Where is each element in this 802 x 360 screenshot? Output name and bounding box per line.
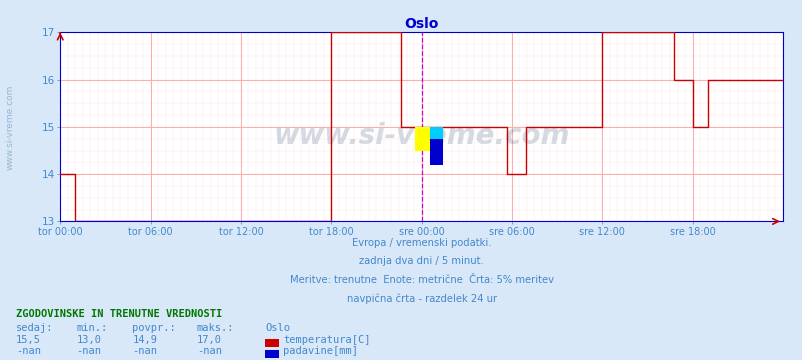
Bar bbox=[415, 127, 430, 150]
Text: povpr.:: povpr.: bbox=[132, 323, 176, 333]
Text: -nan: -nan bbox=[76, 346, 101, 356]
Text: zadnja dva dni / 5 minut.: zadnja dva dni / 5 minut. bbox=[358, 256, 484, 266]
Text: Meritve: trenutne  Enote: metrične  Črta: 5% meritev: Meritve: trenutne Enote: metrične Črta: … bbox=[290, 275, 553, 285]
Text: sedaj:: sedaj: bbox=[16, 323, 54, 333]
Text: maks.:: maks.: bbox=[196, 323, 234, 333]
Text: ZGODOVINSKE IN TRENUTNE VREDNOSTI: ZGODOVINSKE IN TRENUTNE VREDNOSTI bbox=[16, 309, 222, 319]
Text: www.si-vreme.com: www.si-vreme.com bbox=[5, 84, 14, 170]
Text: Evropa / vremenski podatki.: Evropa / vremenski podatki. bbox=[351, 238, 491, 248]
Text: 15,5: 15,5 bbox=[16, 335, 41, 345]
Text: padavine[mm]: padavine[mm] bbox=[283, 346, 358, 356]
Text: temperatura[C]: temperatura[C] bbox=[283, 335, 371, 345]
Text: navpična črta - razdelek 24 ur: navpična črta - razdelek 24 ur bbox=[346, 294, 496, 304]
Text: www.si-vreme.com: www.si-vreme.com bbox=[273, 122, 569, 150]
Text: 14,9: 14,9 bbox=[132, 335, 157, 345]
Text: -nan: -nan bbox=[196, 346, 221, 356]
Bar bbox=[430, 139, 443, 165]
Title: Oslo: Oslo bbox=[404, 17, 438, 31]
Text: -nan: -nan bbox=[16, 346, 41, 356]
Text: Oslo: Oslo bbox=[265, 323, 290, 333]
Bar bbox=[430, 127, 443, 165]
Text: min.:: min.: bbox=[76, 323, 107, 333]
Text: -nan: -nan bbox=[132, 346, 157, 356]
Text: 17,0: 17,0 bbox=[196, 335, 221, 345]
Text: 13,0: 13,0 bbox=[76, 335, 101, 345]
